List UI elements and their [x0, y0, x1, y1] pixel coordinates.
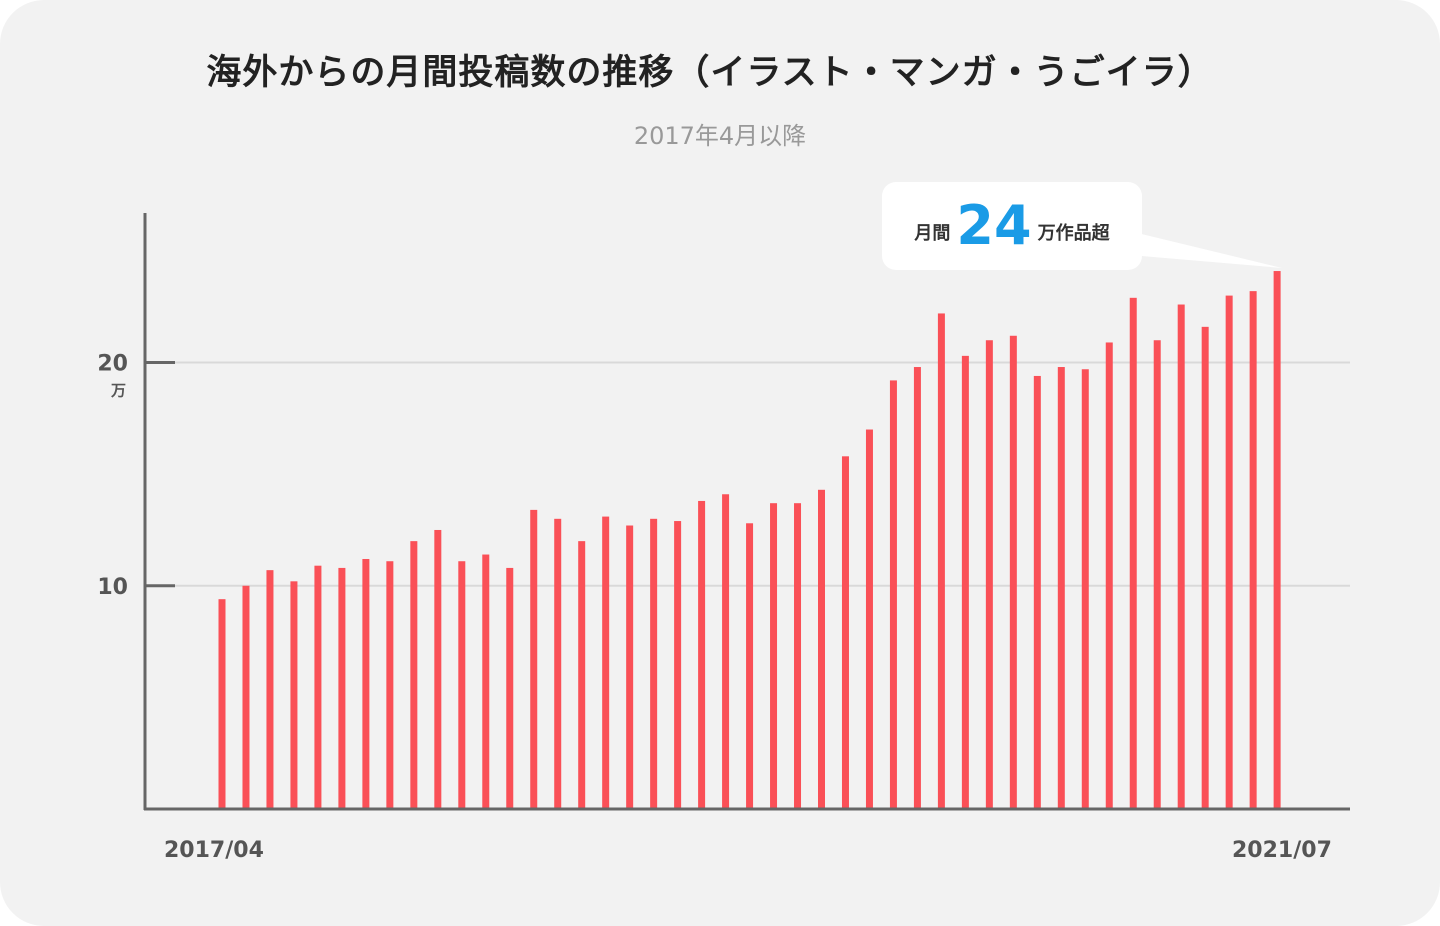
bar-20 [698, 500, 706, 809]
bar-6 [362, 558, 370, 809]
y-tick-label-10: 10 [97, 575, 128, 600]
bar-22 [746, 523, 754, 809]
bar-7 [386, 561, 394, 809]
chart-title: 海外からの月間投稿数の推移（イラスト・マンガ・うごイラ） [206, 53, 1214, 93]
bar-12 [506, 567, 514, 809]
bar-25 [818, 489, 825, 809]
bar-8 [410, 541, 418, 809]
bar-31 [961, 355, 969, 809]
callout-number: 24 [956, 194, 1032, 257]
bar-35 [1057, 367, 1065, 809]
bar-28 [889, 380, 897, 809]
bar-13 [530, 509, 538, 809]
bar-41 [1201, 326, 1209, 809]
x-start-label: 2017/04 [164, 838, 264, 863]
chart-subtitle: 2017年4月以降 [633, 122, 807, 150]
bar-39 [1153, 340, 1161, 809]
bar-2 [266, 570, 274, 809]
bar-32 [985, 340, 993, 809]
bar-38 [1129, 297, 1137, 809]
bar-17 [626, 525, 634, 809]
callout-suffix: 万作品超 [1037, 223, 1110, 244]
callout-prefix: 月間 [914, 223, 951, 244]
bar-9 [434, 529, 442, 809]
bar-26 [841, 456, 849, 809]
bar-14 [554, 518, 562, 809]
bar-42 [1225, 295, 1233, 809]
bar-21 [722, 494, 730, 809]
bar-4 [314, 565, 322, 809]
bar-15 [578, 541, 586, 809]
bar-36 [1081, 369, 1089, 809]
bar-23 [770, 503, 778, 809]
bar-3 [290, 581, 298, 809]
bar-1 [242, 585, 250, 809]
bar-19 [674, 521, 682, 809]
bars-layer [218, 271, 1281, 810]
bar-34 [1033, 375, 1041, 809]
bar-24 [794, 503, 802, 809]
bar-44 [1273, 271, 1281, 809]
bar-33 [1009, 335, 1017, 809]
y-tick-label-20: 20 [97, 352, 128, 377]
bar-30 [937, 313, 945, 809]
bar-10 [458, 561, 466, 809]
bar-40 [1177, 304, 1185, 809]
x-end-label: 2021/07 [1232, 838, 1332, 863]
bar-43 [1249, 291, 1257, 810]
bar-27 [865, 429, 873, 809]
bar-16 [602, 516, 610, 809]
bar-11 [482, 554, 490, 809]
bar-5 [338, 567, 346, 809]
y-unit-label: 万 [110, 382, 126, 400]
callout-pointer [1125, 230, 1282, 268]
bar-37 [1105, 342, 1113, 809]
bar-0 [218, 599, 226, 809]
bar-29 [913, 367, 921, 809]
peak-callout: 月間 24 万作品超 [882, 182, 1142, 270]
bar-18 [650, 518, 658, 809]
axis-layer: 10 20 万 [97, 213, 1350, 811]
